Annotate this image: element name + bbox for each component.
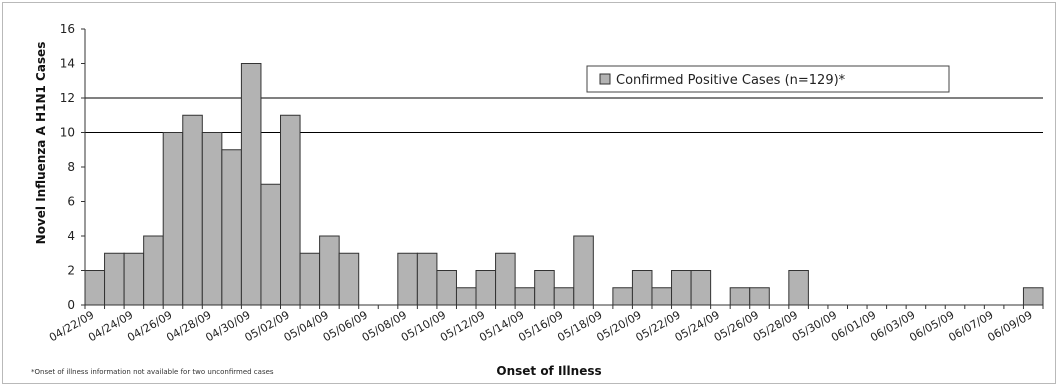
- y-axis-title: Novel Influenza A H1N1 Cases: [34, 42, 48, 245]
- bar-05/17/09: [573, 235, 594, 306]
- y-tick-labels: 0 2 4 6 8 10 12 14 16: [60, 22, 75, 312]
- x-tick-labels: 04/22/0904/24/0904/26/0904/28/0904/30/09…: [47, 308, 1035, 344]
- y-tick-label: 14: [60, 57, 75, 71]
- legend-box: [586, 65, 950, 93]
- x-axis-title: Onset of Illness: [496, 364, 601, 378]
- y-tick-label: 2: [67, 264, 75, 278]
- axes: [81, 28, 1044, 309]
- bar-05/01/09: [260, 183, 282, 306]
- y-tick-label: 6: [67, 195, 75, 209]
- bar-05/23/09: [690, 270, 712, 306]
- bar-04/26/09: [162, 132, 184, 306]
- bar-05/14/09: [514, 287, 536, 306]
- bar-05/15/09: [534, 270, 555, 306]
- y-tick-label: 0: [67, 298, 75, 312]
- bar-05/16/09: [553, 287, 575, 306]
- bar-05/19/09: [612, 287, 633, 306]
- bar-05/12/09: [475, 270, 497, 306]
- bar-05/05/09: [338, 252, 360, 306]
- bar-05/21/09: [651, 287, 673, 306]
- legend-swatch: [599, 73, 611, 85]
- footnote: *Onset of illness information not availa…: [31, 368, 274, 376]
- chart-frame: 0 2 4 6 8 10 12 14 16 04/22/09 04/24/09 04/26/09 04…: [2, 2, 1056, 384]
- bar-05/08/09: [397, 252, 418, 306]
- bar-04/24/09: [123, 252, 145, 306]
- bar-04/28/09: [201, 132, 223, 306]
- bar-05/22/09: [671, 270, 692, 306]
- bar-05/11/09: [455, 287, 477, 306]
- x-tick-label: 06/09/09: [985, 308, 1034, 344]
- bar-05/25/09: [729, 287, 751, 306]
- bar-04/29/09: [221, 149, 242, 306]
- bar-04/23/09: [104, 252, 125, 306]
- bar-04/25/09: [143, 235, 164, 306]
- y-tick-label: 4: [67, 229, 75, 243]
- y-tick-label: 16: [60, 22, 75, 36]
- y-tick-label: 12: [60, 91, 75, 105]
- bar-05/03/09: [299, 252, 321, 306]
- bar-05/28/09: [788, 270, 809, 306]
- bar-05/02/09: [280, 114, 301, 306]
- bar-05/13/09: [495, 252, 516, 306]
- gridlines: [85, 97, 1043, 133]
- bar-05/09/09: [416, 252, 438, 306]
- bar-04/27/09: [182, 114, 203, 306]
- bar-05/04/09: [319, 235, 340, 306]
- legend-label: Confirmed Positive Cases (n=129)*: [616, 73, 846, 88]
- chart-svg: 0 2 4 6 8 10 12 14 16 04/22/0904/24/0904/26/0904…: [31, 22, 1044, 378]
- bar-05/26/09: [749, 287, 770, 306]
- bar-06/09/09: [1022, 287, 1044, 306]
- y-tick-label: 8: [67, 160, 75, 174]
- y-tick-label: 10: [60, 126, 75, 140]
- bar-05/20/09: [631, 270, 653, 306]
- bars: [84, 63, 1044, 306]
- legend: Confirmed Positive Cases (n=129)*: [586, 65, 950, 93]
- bar-04/22/09: [84, 270, 106, 306]
- bar-04/30/09: [240, 63, 262, 306]
- bar-05/10/09: [436, 270, 457, 306]
